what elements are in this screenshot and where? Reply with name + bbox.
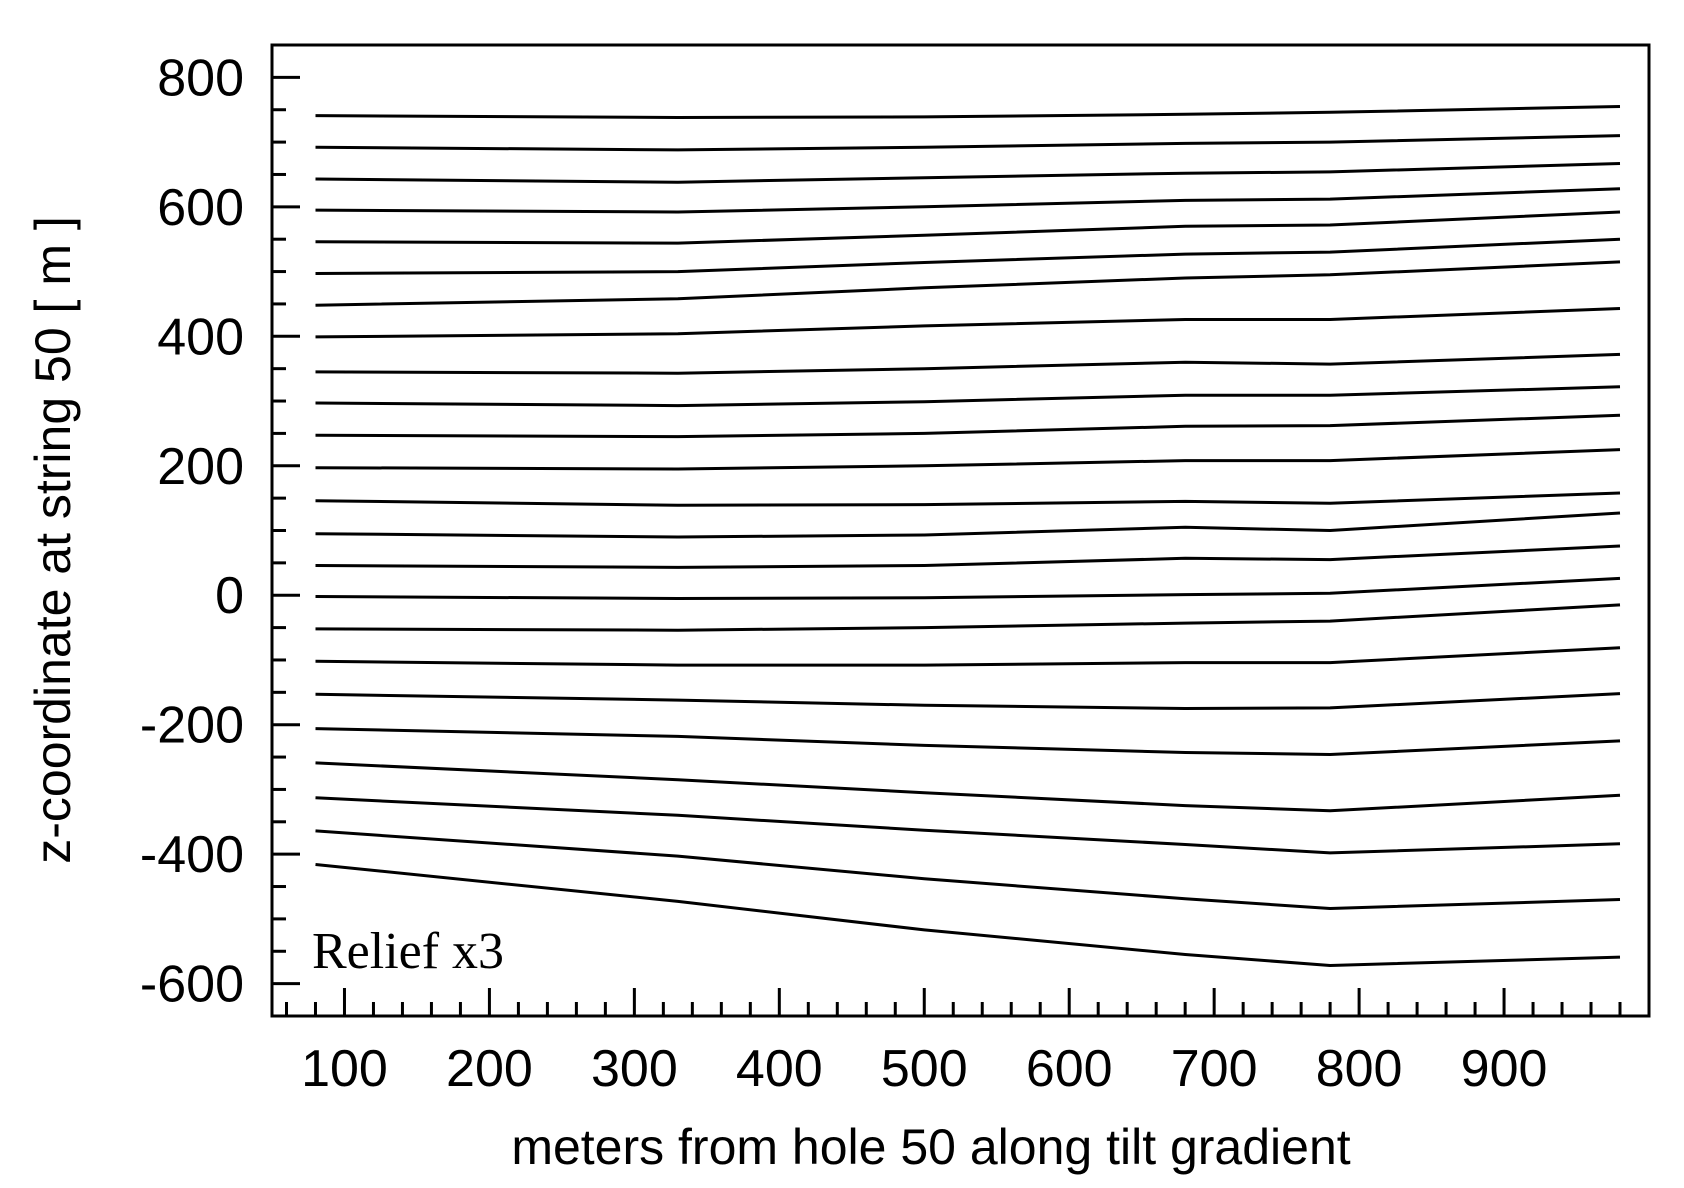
series-line-12: [315, 448, 1621, 471]
y-tick-label: -200: [140, 697, 244, 755]
x-tick-label: 100: [301, 1040, 388, 1098]
x-tick-label: 500: [881, 1040, 968, 1098]
series-line-10: [315, 385, 1621, 408]
series-line-8: [315, 307, 1621, 339]
x-tick-label: 400: [736, 1040, 823, 1098]
y-tick-label: -600: [140, 956, 244, 1014]
relief-annotation: Relief x3: [312, 923, 504, 980]
x-tick-label: 200: [446, 1040, 533, 1098]
x-tick-label: 600: [1026, 1040, 1113, 1098]
y-tick-label: -400: [140, 826, 244, 884]
series-line-24: [315, 863, 1621, 967]
series-line-23: [315, 829, 1621, 910]
y-axis-label: z-coordinate at string 50 [ m ]: [25, 216, 81, 864]
series-line-17: [315, 603, 1621, 632]
series-line-9: [315, 352, 1621, 375]
series-line-11: [315, 413, 1621, 439]
series-line-3: [315, 162, 1621, 184]
series-line-1: [315, 105, 1621, 119]
series-line-20: [315, 727, 1621, 756]
y-tick-label: 600: [157, 179, 244, 237]
y-axis-ticks: -600 -400 -200 0 200 400 600 800: [140, 43, 300, 1018]
x-tick-label: 800: [1316, 1040, 1403, 1098]
series-line-2: [315, 134, 1621, 152]
series-line-16: [315, 576, 1621, 600]
x-tick-label: 900: [1461, 1040, 1548, 1098]
x-tick-label: 300: [591, 1040, 678, 1098]
y-tick-label: 0: [215, 567, 244, 625]
series-lines: [315, 105, 1621, 967]
x-tick-label: 700: [1171, 1040, 1258, 1098]
y-tick-label: 800: [157, 49, 244, 107]
series-line-19: [315, 692, 1621, 710]
series-line-15: [315, 544, 1621, 569]
series-line-6: [315, 237, 1621, 275]
y-tick-label: 400: [157, 308, 244, 366]
plot-frame: [270, 43, 1651, 1018]
series-line-14: [315, 511, 1621, 539]
series-line-7: [315, 260, 1621, 307]
x-axis-label: meters from hole 50 along tilt gradient: [511, 1119, 1350, 1175]
series-line-13: [315, 491, 1621, 507]
series-line-18: [315, 646, 1621, 667]
series-line-5: [315, 210, 1621, 245]
series-line-4: [315, 187, 1621, 214]
y-tick-label: 200: [157, 438, 244, 496]
series-line-22: [315, 796, 1621, 855]
series-line-21: [315, 761, 1621, 813]
x-axis-ticks: 100 200 300 400 500 600 700 800 900: [284, 988, 1651, 1098]
